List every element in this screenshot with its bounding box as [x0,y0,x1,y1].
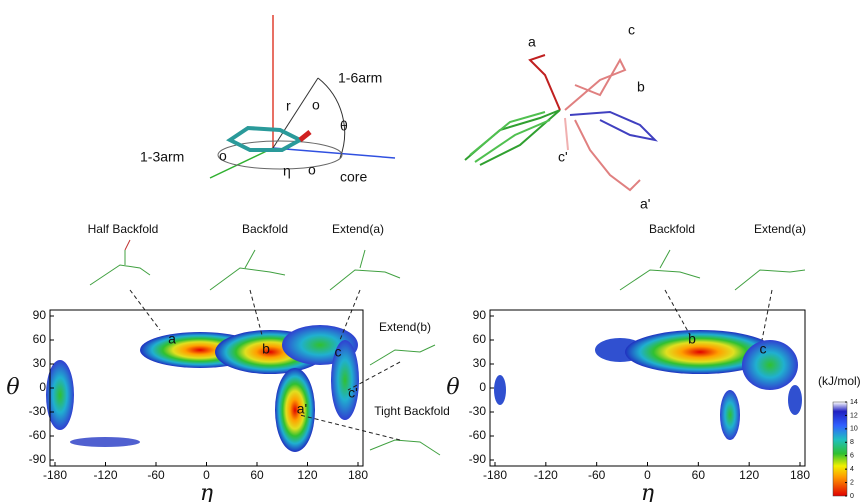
map-label: c [760,341,767,357]
y-tick-label: -90 [469,452,487,466]
structure-label: a [528,34,536,50]
x-tick-label: 60 [250,468,264,482]
annotation: Backfold [649,222,695,236]
colorbar [833,402,847,496]
label: o [312,97,320,113]
figure: 1-6arm r o θ 1-3arm o η o core a c b c' … [0,0,862,502]
map-label: a [168,331,176,347]
y-tick-label: -30 [29,404,47,418]
x-tick-label: -180 [43,468,67,482]
map-label: c [335,344,342,360]
label: θ [340,118,348,134]
x-tick-label: -60 [147,468,165,482]
y-tick-label: -60 [29,428,47,442]
schematic [210,15,395,178]
y-tick-label: 0 [39,380,46,394]
structure-label: a' [640,196,650,212]
colorbar-tick-label: 12 [850,412,858,419]
structure-label: c' [558,149,568,165]
x-tick-label: -180 [483,468,507,482]
colorbar-tick-label: 14 [850,399,858,406]
annotation: Tight Backfold [374,404,450,418]
y-tick-label: 0 [479,380,486,394]
y-tick-label: 60 [473,332,487,346]
y-tick-label: 30 [33,356,47,370]
y-tick-label: -60 [469,428,487,442]
label: η [283,163,291,179]
x-tick-label: 180 [790,468,810,482]
annotation: Half Backfold [88,222,159,236]
colorbar-tick-label: 6 [850,453,854,460]
colorbar-tick-label: 10 [850,426,858,433]
label: o [308,162,316,178]
y-tick-label: -30 [469,404,487,418]
page: 1-6arm r o θ 1-3arm o η o core a c b c' … [0,0,862,502]
structure-label: c [628,22,635,38]
label: r [286,98,291,114]
colorbar-tick-label: 0 [850,493,854,500]
y-tick-label: 30 [473,356,487,370]
colorbar-tick-label: 8 [850,439,854,446]
x-tick-label: 60 [692,468,706,482]
colorbar-tick-label: 4 [850,466,854,473]
x-tick-label: 180 [348,468,368,482]
x-axis-label: η [641,481,654,502]
annotation: Extend(a) [754,222,806,236]
y-tick-label: 90 [33,308,47,322]
colorbar-unit: (kJ/mol) [818,374,861,388]
map-label: a' [297,401,307,417]
plot-frame [490,310,805,466]
annotation: Extend(b) [379,320,431,334]
y-tick-label: 60 [33,332,47,346]
y-axis-label: θ [6,375,19,400]
structure-label: b [637,79,645,95]
map-label: c' [348,385,358,401]
annotation: Backfold [242,222,288,236]
label: 1-3arm [140,149,184,165]
colorbar-tick-label: 2 [850,479,854,486]
x-tick-label: 120 [297,468,317,482]
map-label: b [688,331,696,347]
x-tick-label: 120 [739,468,759,482]
label: 1-6arm [338,70,382,86]
x-tick-label: -120 [93,468,117,482]
label: core [340,169,367,185]
map-label: b [262,341,270,357]
y-tick-label: 90 [473,308,487,322]
x-tick-label: -60 [588,468,606,482]
x-axis-label: η [200,481,213,502]
y-tick-label: -90 [29,452,47,466]
y-axis-label: θ [446,375,459,400]
annotation: Extend(a) [332,222,384,236]
structure [465,55,655,190]
x-tick-label: -120 [534,468,558,482]
label: o [219,148,227,164]
